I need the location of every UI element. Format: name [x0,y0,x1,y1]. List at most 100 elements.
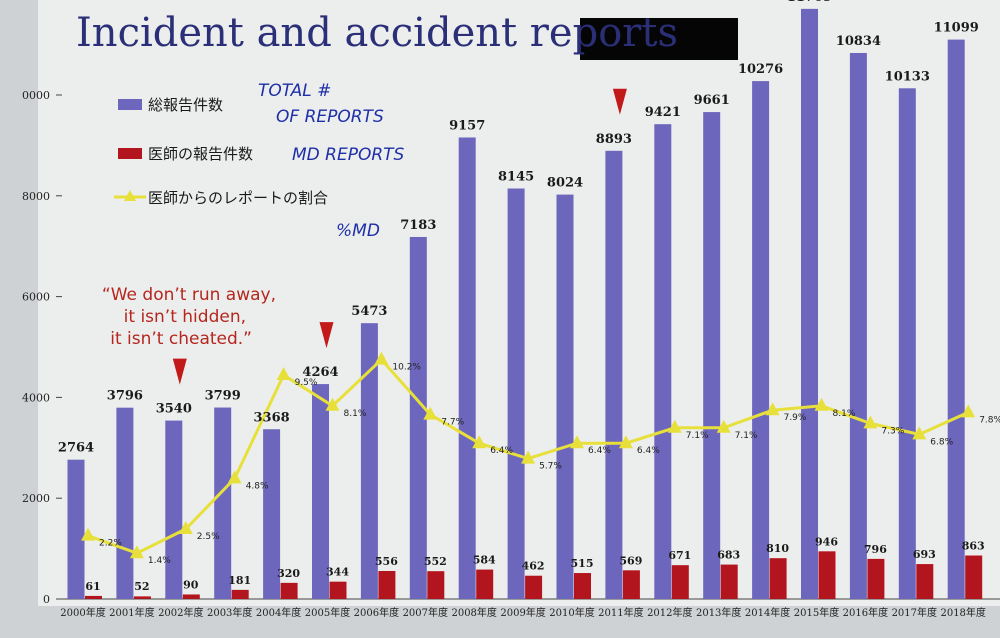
total-value-label: 11709 [787,0,832,5]
total-bar [556,194,574,599]
total-bar [654,124,672,599]
md-bar [182,594,200,599]
total-bar [312,384,329,599]
total-bar [116,407,134,599]
pct-value-label: 2.2% [99,539,122,549]
handwritten-annotations: TOTAL # OF REPORTS MD REPORTS %MD [258,81,405,241]
md-value-label: 946 [815,535,838,548]
pct-value-label: 10.2% [392,363,421,373]
total-bar [947,39,965,599]
x-tick-label: 2001年度 [109,606,154,619]
total-bar [605,150,623,600]
legend: 総報告件数 医師の報告件数 医師からのレポートの割合 [114,96,328,207]
md-value-label: 90 [183,578,199,591]
pct-value-label: 6.8% [930,437,953,447]
md-value-labels: 61 52 90 181 320 344 556 552 584 462 515 569 671 683 8… [85,535,984,593]
x-tick-label: 2009年度 [500,606,545,619]
x-tick-label: 2010年度 [549,606,594,619]
x-tick-label: 2016年度 [843,606,888,619]
total-value-label: 10276 [738,62,783,77]
md-value-label: 52 [134,580,149,593]
total-bar [507,188,525,599]
md-value-label: 181 [228,574,251,587]
x-tick-label: 2013年度 [696,606,741,619]
ratio-point [863,415,878,429]
pct-value-label: 7.9% [784,413,807,423]
pct-value-label: 2.5% [197,532,220,542]
total-value-label: 10834 [836,34,881,49]
md-value-label: 552 [424,555,447,568]
total-bar [409,236,427,599]
ratio-point [961,404,976,418]
md-bar [85,595,102,599]
x-tick-label: 2012年度 [647,606,692,619]
ratio-point [325,397,340,411]
pct-value-label: 7.1% [735,431,758,441]
total-bar [849,52,867,599]
y-tick-label: 4000 [22,391,50,404]
total-bar [165,420,183,599]
md-value-label: 584 [473,554,496,567]
x-tick-label: 2018年度 [940,606,985,619]
y-tick-label: 6000 [22,291,50,304]
pct-value-label: 8.1% [344,409,367,419]
x-tick-label: 2002年度 [158,606,203,619]
md-value-label: 863 [962,540,985,553]
y-tick-label: 0000 [22,89,50,102]
handwritten-total-line1: TOTAL # [258,81,331,101]
total-value-label: 4264 [302,365,338,380]
total-bar [898,88,916,599]
md-value-label: 810 [766,542,789,555]
handwritten-md-reports: MD REPORTS [292,145,405,165]
total-value-label: 8893 [596,132,632,147]
total-value-label: 10133 [885,69,930,84]
legend-ratio-label: 医師からのレポートの割合 [148,189,328,207]
total-bar [703,112,721,599]
ratio-point [570,435,584,449]
md-bar [476,569,494,599]
y-axis: 0 2000 4000 6000 8000 0000 [22,89,62,606]
md-value-label: 796 [864,543,887,556]
red-triangle-marker [612,88,627,115]
md-bar [720,564,738,599]
red-triangle-marker [319,322,334,349]
x-tick-label: 2000年度 [60,606,105,619]
md-bar [769,558,787,599]
legend-total-label: 総報告件数 [148,96,223,114]
redaction-box [580,18,738,60]
md-bar [818,551,836,599]
md-value-label: 320 [277,567,300,580]
md-bar [427,571,445,599]
pct-value-label: 6.4% [637,446,660,456]
ratio-point [81,527,95,541]
total-value-label: 5473 [351,304,387,319]
total-value-label: 2764 [58,441,94,456]
ratio-point [227,470,242,484]
md-value-label: 556 [375,555,398,568]
total-bar [360,323,378,599]
total-value-label: 3799 [205,389,241,404]
legend-md-label: 医師の報告件数 [148,145,253,163]
total-value-label: 8145 [498,169,534,184]
pct-value-label: 9.5% [295,378,318,388]
pct-value-label: 7.1% [686,431,709,441]
total-bar [214,407,232,599]
pct-value-label: 5.7% [539,462,562,472]
total-value-label: 9421 [645,105,681,120]
pct-value-label: 4.8% [246,481,269,491]
total-bar [801,8,818,600]
handwritten-pct-md: %MD [336,221,380,241]
legend-ratio-marker [124,190,136,201]
md-bar [574,573,591,599]
total-bar [752,81,770,599]
legend-md-swatch [118,148,142,159]
pct-value-label: 6.4% [490,446,513,456]
ratio-point [423,406,438,420]
md-value-label: 515 [571,557,594,570]
ratio-point [276,367,291,380]
ratio-point [129,545,144,559]
md-value-label: 671 [668,549,691,562]
x-tick-label: 2006年度 [354,606,399,619]
x-tick-label: 2014年度 [745,606,790,619]
